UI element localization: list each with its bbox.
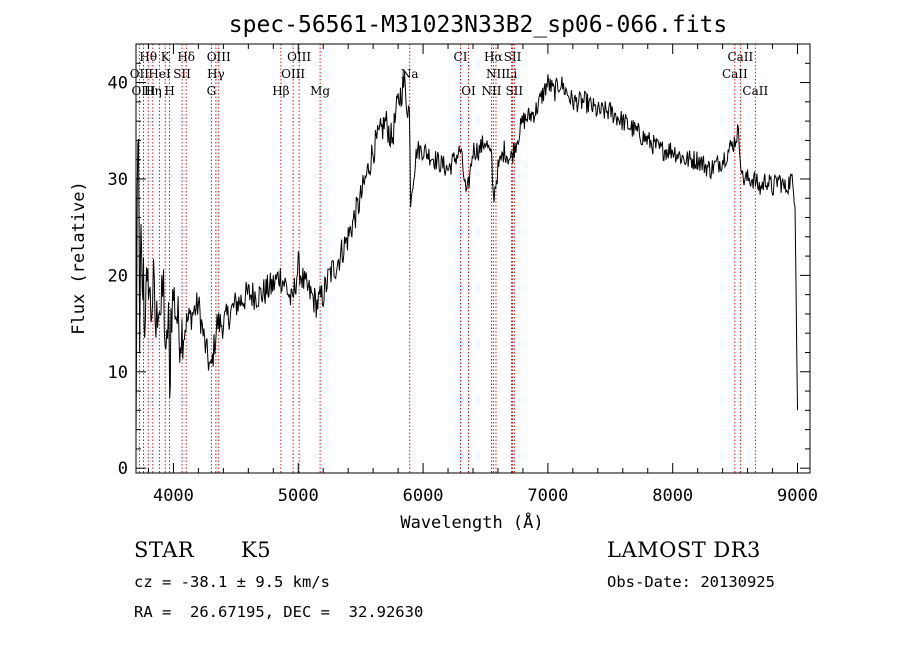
spectral-line-label: Hη bbox=[144, 84, 162, 98]
axis-ticks: 4000 5000 6000 7000 8000 9000 0 10 20 30 40 bbox=[108, 44, 818, 506]
spectral-line-label: G bbox=[207, 84, 217, 98]
y-tick-label: 40 bbox=[108, 74, 128, 94]
coordinates: RA = 26.67195, DEC = 32.92630 bbox=[134, 603, 424, 621]
spectral-line-label: Hδ bbox=[177, 50, 195, 64]
spectral-line-label: Na bbox=[401, 67, 419, 81]
survey-name: LAMOST DR3 bbox=[607, 538, 761, 562]
y-tick-label: 10 bbox=[108, 363, 128, 383]
spectral-line-markers bbox=[138, 44, 756, 473]
plot-frame bbox=[135, 43, 811, 474]
object-subclass: K5 bbox=[241, 538, 272, 562]
spectral-line-label: CI bbox=[454, 50, 468, 64]
spectral-line-label: SII bbox=[504, 50, 522, 64]
spectral-line-label: NII bbox=[481, 84, 501, 98]
x-tick-label: 7000 bbox=[527, 486, 568, 506]
y-tick-label: 20 bbox=[108, 266, 128, 286]
obs-date: Obs-Date: 20130925 bbox=[607, 573, 775, 591]
x-tick-label: 5000 bbox=[278, 486, 319, 506]
spectral-line-label: OI bbox=[461, 84, 476, 98]
spectral-line-label: CaII bbox=[727, 50, 753, 64]
redshift-text: cz = -38.1 ± 9.5 km/s bbox=[134, 573, 330, 591]
spectral-line-label: OIII bbox=[287, 50, 311, 64]
spectral-line-label: CaII bbox=[742, 84, 768, 98]
spectral-line-label: Hθ bbox=[139, 50, 157, 64]
spectral-line-label: Mg bbox=[310, 84, 330, 98]
x-tick-label: 4000 bbox=[153, 486, 194, 506]
spectral-line-label: OIII bbox=[281, 67, 305, 81]
spectral-line-label: OIII bbox=[131, 84, 155, 98]
spectral-line-label: NII bbox=[486, 67, 506, 81]
spectral-line-label: CaII bbox=[722, 67, 748, 81]
y-tick-label: 30 bbox=[108, 170, 128, 190]
x-tick-label: 6000 bbox=[403, 486, 444, 506]
spectral-line-label: Li bbox=[506, 67, 518, 81]
x-tick-label: 9000 bbox=[777, 486, 818, 506]
spectral-line-label: Hα bbox=[484, 50, 503, 64]
spectral-line-label: K bbox=[161, 50, 171, 64]
spectral-line-label: SII bbox=[505, 84, 523, 98]
chart-title: spec-56561-M31023N33B2_sp06-066.fits bbox=[229, 12, 728, 38]
y-axis-label: Flux (relative) bbox=[69, 181, 89, 335]
flux-series-line bbox=[135, 71, 798, 440]
spectral-line-label: OII bbox=[130, 67, 150, 81]
spectral-line-label: Hγ bbox=[207, 67, 225, 81]
spectral-line-label: OIII bbox=[207, 50, 231, 64]
x-tick-label: 8000 bbox=[652, 486, 693, 506]
y-tick-label: 0 bbox=[118, 459, 128, 479]
spectral-line-label: HeI bbox=[148, 67, 171, 81]
spectral-line-label: H bbox=[164, 84, 174, 98]
spectral-line-label: Hβ bbox=[272, 84, 289, 98]
object-class: STAR bbox=[134, 538, 195, 562]
spectral-line-label: SII bbox=[173, 67, 191, 81]
x-axis-label: Wavelength (Å) bbox=[400, 511, 543, 533]
